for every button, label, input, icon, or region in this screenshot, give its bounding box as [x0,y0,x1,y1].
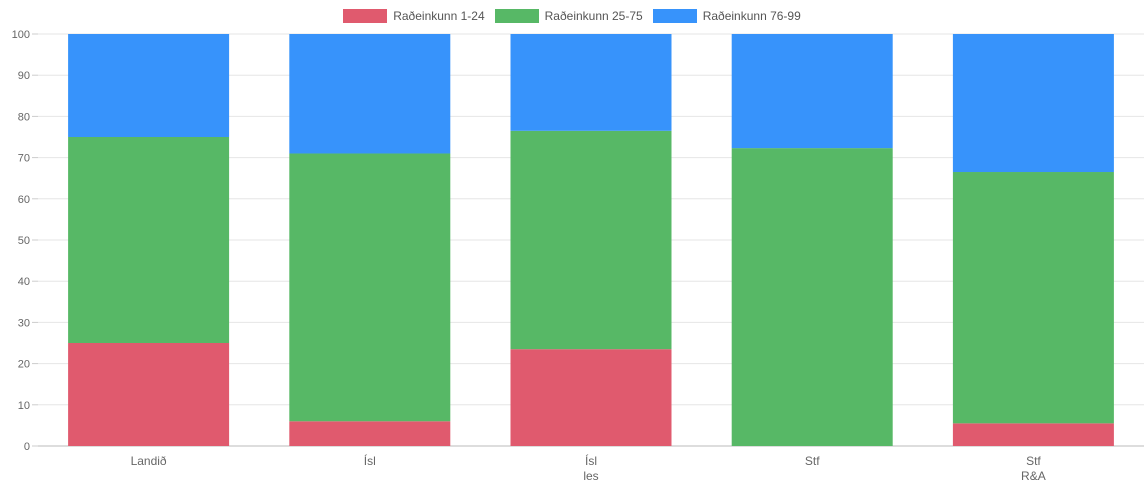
legend-label: Raðeinkunn 25-75 [544,9,643,23]
legend-item[interactable]: Raðeinkunn 76-99 [652,9,801,23]
y-tick-label: 40 [18,276,30,288]
y-tick-label: 70 [18,153,30,165]
bar-segment[interactable] [952,34,1114,173]
y-tick-label: 10 [18,400,30,412]
x-tick-label: Ísl [585,453,597,468]
x-tick-label: R&A [1021,469,1046,483]
bar-segment[interactable] [952,172,1114,424]
y-tick-label: 90 [18,70,30,82]
y-tick-label: 30 [18,317,30,329]
legend-item[interactable]: Raðeinkunn 1-24 [343,9,485,23]
bar-segment[interactable] [731,148,893,446]
bar-segment[interactable] [289,34,451,154]
y-tick-label: 80 [18,111,30,123]
y-tick-label: 50 [18,235,30,247]
bar-segment[interactable] [510,349,672,446]
y-tick-label: 20 [18,359,30,371]
bar-segment[interactable] [68,34,230,137]
y-tick-label: 60 [18,194,30,206]
x-tick-label: Stf [1026,454,1041,468]
bar-segment[interactable] [510,34,672,131]
x-tick-label: Landið [131,454,167,468]
legend-label: Raðeinkunn 1-24 [393,9,485,23]
bar-segment[interactable] [952,423,1114,446]
bar-segment[interactable] [68,137,230,343]
legend-swatch [343,9,388,23]
bar-segment[interactable] [510,130,672,350]
y-tick-label: 100 [12,29,30,41]
legend-item[interactable]: Raðeinkunn 25-75 [494,9,643,23]
x-tick-label: Stf [805,454,820,468]
legend-swatch [652,9,697,23]
bar-segment[interactable] [289,153,451,422]
bar-segment[interactable] [289,421,451,446]
chart-legend: Raðeinkunn 1-24 Raðeinkunn 25-75 Raðeinkun… [0,9,1144,23]
legend-label: Raðeinkunn 76-99 [702,9,801,23]
x-tick-label: les [583,469,598,483]
y-tick-label: 0 [24,441,30,453]
bar-segment[interactable] [731,34,893,149]
legend-swatch [494,9,539,23]
x-tick-label: Ísl [364,453,376,468]
bar-segment[interactable] [68,343,230,446]
